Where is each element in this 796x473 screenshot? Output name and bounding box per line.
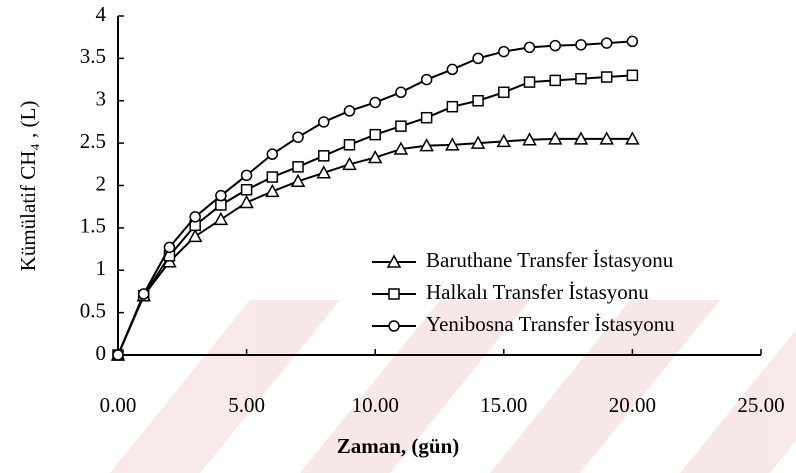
data-point bbox=[522, 132, 537, 146]
data-point bbox=[215, 199, 227, 211]
data-point bbox=[240, 183, 253, 196]
data-point bbox=[599, 131, 614, 145]
data-point bbox=[265, 183, 280, 198]
x-tick-label: 5.00 bbox=[228, 393, 265, 417]
legend-marker bbox=[386, 254, 402, 268]
data-point bbox=[292, 131, 304, 143]
x-tick-label: 25.00 bbox=[737, 393, 784, 417]
data-point bbox=[112, 349, 124, 361]
y-tick-label: 0.5 bbox=[80, 298, 106, 322]
data-point bbox=[318, 150, 330, 162]
data-point bbox=[420, 73, 433, 86]
data-point bbox=[369, 96, 381, 109]
legend-marker bbox=[388, 320, 400, 332]
data-point bbox=[626, 69, 639, 82]
x-tick-label: 10.00 bbox=[352, 393, 399, 417]
data-point bbox=[419, 138, 434, 152]
data-point bbox=[163, 241, 176, 254]
data-point bbox=[318, 116, 330, 128]
data-point bbox=[446, 100, 459, 113]
data-point bbox=[472, 95, 484, 107]
data-point bbox=[600, 71, 613, 83]
data-point bbox=[187, 228, 203, 243]
data-point bbox=[393, 141, 409, 155]
data-point bbox=[343, 105, 356, 117]
y-tick-label: 2 bbox=[96, 171, 107, 195]
data-point bbox=[446, 63, 459, 76]
data-point bbox=[240, 169, 253, 182]
y-tick-label: 3.5 bbox=[80, 44, 106, 68]
y-tick-label: 1.5 bbox=[80, 214, 106, 238]
data-point bbox=[600, 37, 613, 49]
data-point bbox=[343, 139, 356, 151]
data-point bbox=[369, 128, 381, 141]
data-point bbox=[342, 156, 357, 171]
y-tick-label: 1 bbox=[96, 256, 107, 280]
data-point bbox=[575, 39, 587, 51]
data-point bbox=[626, 35, 639, 48]
y-tick-label: 4 bbox=[96, 2, 107, 26]
legend-label: Halkalı Transfer İstasyonu bbox=[426, 280, 649, 304]
data-point bbox=[213, 211, 229, 226]
x-tick-label: 20.00 bbox=[609, 393, 656, 417]
data-point bbox=[395, 86, 407, 99]
data-point bbox=[573, 131, 589, 145]
data-point bbox=[239, 194, 254, 209]
data-point bbox=[498, 45, 510, 58]
data-point bbox=[472, 52, 484, 65]
data-point bbox=[523, 41, 536, 54]
data-point bbox=[266, 171, 279, 183]
data-point bbox=[290, 173, 306, 188]
data-point bbox=[575, 72, 587, 85]
x-axis-label: Zaman, (gün) bbox=[337, 434, 460, 458]
data-point bbox=[496, 133, 512, 148]
data-point bbox=[367, 149, 383, 164]
x-tick-label: 0.00 bbox=[100, 393, 137, 417]
y-axis-label: Kümülatif CH₄ , (L) bbox=[16, 101, 40, 272]
legend-marker bbox=[388, 288, 400, 300]
data-point bbox=[523, 76, 536, 88]
watermark bbox=[110, 300, 796, 473]
data-point bbox=[316, 165, 332, 179]
data-point bbox=[498, 86, 510, 99]
data-point bbox=[445, 137, 460, 151]
data-point bbox=[420, 111, 433, 124]
data-point bbox=[547, 131, 563, 145]
data-point bbox=[549, 74, 561, 87]
y-tick-label: 3 bbox=[96, 87, 107, 111]
y-tick-label: 2.5 bbox=[80, 129, 106, 153]
data-point bbox=[215, 189, 227, 202]
series-line bbox=[117, 40, 633, 356]
data-point bbox=[137, 288, 150, 300]
y-tick-label: 0 bbox=[96, 341, 107, 365]
data-point bbox=[292, 161, 304, 173]
data-point bbox=[189, 211, 201, 223]
data-point bbox=[549, 39, 561, 52]
legend-label: Yenibosna Transfer İstasyonu bbox=[426, 312, 675, 336]
legend-label: Baruthane Transfer İstasyonu bbox=[426, 248, 674, 272]
data-point bbox=[625, 131, 640, 145]
data-point bbox=[395, 120, 407, 132]
data-point bbox=[266, 148, 279, 160]
data-point bbox=[470, 135, 486, 149]
x-tick-label: 15.00 bbox=[480, 393, 527, 417]
